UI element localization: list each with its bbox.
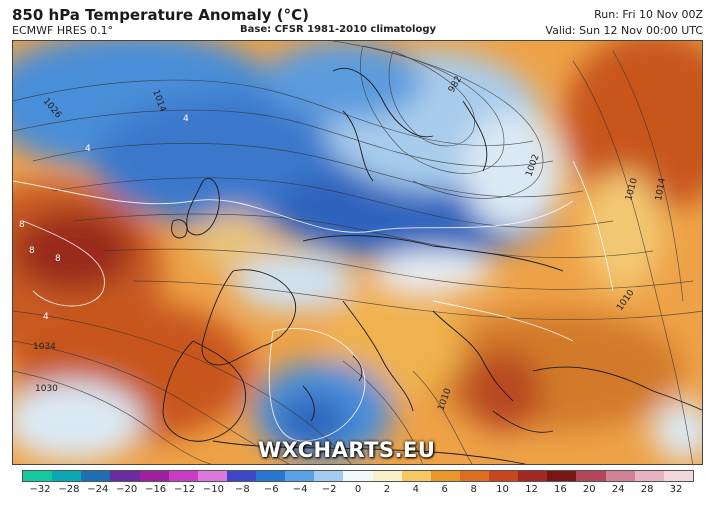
colorbar-tick-label: −24 <box>87 484 109 495</box>
colorbar-swatch <box>168 471 198 481</box>
colorbar-tick-label: −6 <box>263 484 279 495</box>
colorbar-tick-label: 2 <box>383 484 391 495</box>
coastlines <box>162 67 702 464</box>
anomaly-label: 8 <box>55 254 61 264</box>
colorbar-swatch <box>52 471 82 481</box>
colorbar-tick-label: −4 <box>292 484 308 495</box>
colorbar-swatch <box>226 471 256 481</box>
colorbar-tick-label: 20 <box>582 484 596 495</box>
colorbar-tick-label: −10 <box>202 484 225 495</box>
colorbar-swatch <box>285 471 315 481</box>
anomaly-label: 8 <box>29 246 35 256</box>
colorbar-swatch <box>430 471 460 481</box>
colorbar-tick-label: 32 <box>669 484 683 495</box>
colorbar-swatch <box>605 471 635 481</box>
anomaly-field <box>13 41 702 461</box>
colorbar-tick-label: −12 <box>173 484 196 495</box>
colorbar-tick-label: −2 <box>321 484 337 495</box>
colorbar-swatch <box>110 471 140 481</box>
colorbar-ticks: −32 −28 −24 −20 −16 −12 −10 −8 −6 −4 −2 0 2 4 6 8 10 12 16… <box>22 484 694 500</box>
colorbar-swatch <box>459 471 489 481</box>
colorbar-tick-label: 10 <box>496 484 509 495</box>
wxcharts-watermark: WXCHARTS.EU <box>258 438 436 462</box>
anomaly-label: 4 <box>183 114 189 124</box>
colorbar-tick-label: −28 <box>58 484 80 495</box>
anomaly-label: 4 <box>85 144 91 154</box>
colorbar-swatch <box>518 471 548 481</box>
isobar-label: 1030 <box>35 384 58 394</box>
anomaly-contours <box>13 160 614 442</box>
colorbar-swatch <box>489 471 519 481</box>
isobar-lines <box>13 41 702 464</box>
colorbar-tick-label: −8 <box>234 484 250 495</box>
colorbar-swatch <box>23 471 53 481</box>
colorbar-swatch <box>197 471 227 481</box>
colorbar-swatch <box>314 471 344 481</box>
colorbar-swatch <box>663 471 693 481</box>
colorbar-tick-label: 4 <box>412 484 419 495</box>
colorbar-swatch <box>256 471 286 481</box>
colorbar-tick-label: 6 <box>441 484 448 495</box>
colorbar-tick-label: 16 <box>553 484 567 495</box>
colorbar-tick-label: 28 <box>640 484 654 495</box>
colorbar-tick-label: 0 <box>354 484 362 495</box>
map-canvas: 1026 1014 982 1002 1010 1014 1034 1030 1… <box>13 41 702 464</box>
colorbar-tick-label: −32 <box>29 484 51 495</box>
climatology-base-label: Base: CFSR 1981-2010 climatology <box>240 24 437 35</box>
colorbar-swatch <box>634 471 664 481</box>
colorbar-tick-label: −20 <box>116 484 138 495</box>
colorbar-swatch <box>372 471 402 481</box>
anomaly-label: 8 <box>19 220 25 230</box>
colorbar <box>22 470 694 482</box>
colorbar-swatch <box>81 471 111 481</box>
colorbar-swatch <box>343 471 373 481</box>
colorbar-swatches <box>22 470 694 482</box>
isobar-label: 1014 <box>654 177 668 202</box>
anomaly-label: 4 <box>43 312 49 322</box>
colorbar-tick-label: 12 <box>525 484 538 495</box>
chart-title: 850 hPa Temperature Anomaly (°C) <box>12 6 309 24</box>
colorbar-swatch <box>547 471 577 481</box>
header: 850 hPa Temperature Anomaly (°C) ECMWF H… <box>0 0 715 40</box>
valid-time-label: Valid: Sun 12 Nov 00:00 UTC <box>545 24 703 37</box>
isobar-label: 1034 <box>33 342 56 352</box>
colorbar-swatch <box>139 471 169 481</box>
colorbar-tick-label: 24 <box>611 484 625 495</box>
colorbar-swatch <box>576 471 606 481</box>
run-time-label: Run: Fri 10 Nov 00Z <box>594 8 703 21</box>
colorbar-swatch <box>401 471 431 481</box>
colorbar-tick-label: −16 <box>145 484 167 495</box>
anomaly-label-group: 8 8 8 4 4 4 <box>19 114 189 322</box>
colorbar-tick-label: 8 <box>470 484 477 495</box>
anomaly-map: 1026 1014 982 1002 1010 1014 1034 1030 1… <box>12 40 703 465</box>
model-label: ECMWF HRES 0.1° <box>12 24 114 37</box>
